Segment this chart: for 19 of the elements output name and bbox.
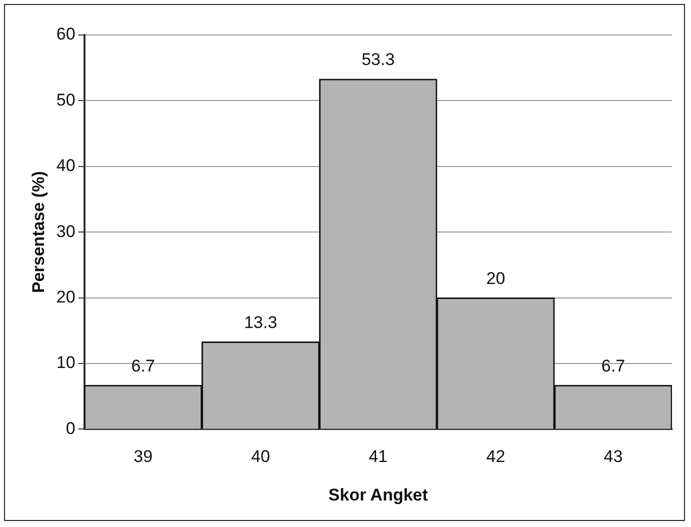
y-tick-label: 20 bbox=[56, 287, 76, 306]
data-label: 13.3 bbox=[244, 313, 278, 332]
data-label: 6.7 bbox=[601, 356, 626, 376]
data-label: 53.3 bbox=[362, 50, 395, 70]
x-tick-label: 39 bbox=[134, 447, 153, 466]
y-tick-label: 50 bbox=[56, 90, 76, 110]
y-tick-label: 0 bbox=[66, 418, 76, 438]
x-tick-label: 42 bbox=[486, 447, 506, 466]
x-tick-label: 40 bbox=[251, 447, 270, 466]
data-label: 20 bbox=[486, 268, 506, 288]
x-tick-label: 41 bbox=[368, 447, 388, 466]
x-axis-title: Skor Angket bbox=[328, 485, 428, 504]
y-tick-label: 10 bbox=[56, 353, 76, 372]
y-tick-label: 40 bbox=[56, 156, 76, 176]
data-label: 6.7 bbox=[131, 356, 155, 376]
x-tick-label: 43 bbox=[604, 447, 623, 466]
y-axis-title: Persentase (%) bbox=[28, 171, 48, 294]
y-tick-label: 60 bbox=[56, 24, 76, 44]
y-tick-label: 30 bbox=[56, 222, 76, 241]
